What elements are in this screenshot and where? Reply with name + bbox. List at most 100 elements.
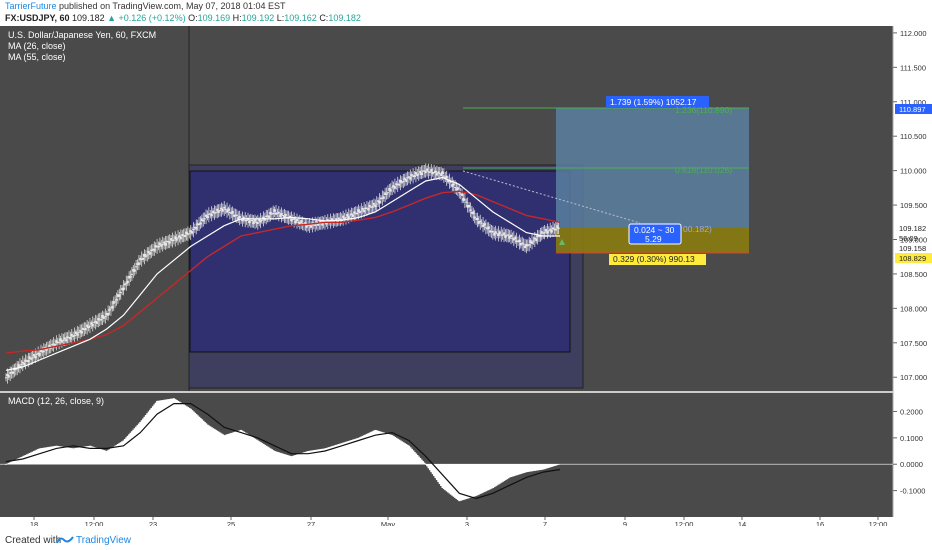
macd-histogram-bar — [316, 449, 320, 465]
macd-tick-label: 0.0000 — [900, 460, 923, 469]
candle-body — [245, 219, 248, 221]
macd-histogram-bar — [392, 436, 395, 465]
macd-histogram-bar — [140, 420, 143, 465]
candle-body — [256, 222, 259, 225]
macd-histogram-bar — [300, 453, 303, 465]
candle-body — [20, 364, 23, 366]
macd-histogram-bar — [272, 450, 275, 465]
macd-histogram-bar — [470, 464, 474, 498]
candle-body — [139, 258, 142, 261]
candle-body — [251, 219, 254, 222]
candle-body — [344, 217, 347, 219]
candle-body — [203, 218, 206, 220]
candle-body — [280, 213, 283, 215]
macd-histogram-bar — [458, 464, 461, 502]
candle-body — [181, 234, 184, 237]
macd-histogram-bar — [491, 464, 495, 488]
candle-body — [456, 187, 459, 190]
macd-histogram-bar — [210, 427, 213, 465]
candle-body — [314, 224, 317, 226]
macd-histogram-bar — [323, 448, 327, 465]
tradingview-brand-link[interactable]: TradingView — [76, 535, 132, 546]
macd-histogram-bar — [114, 445, 117, 465]
candle-body — [531, 241, 534, 244]
candle-body — [413, 175, 416, 177]
candle-body — [542, 232, 545, 234]
stop-box[interactable] — [609, 254, 706, 265]
macd-histogram-bar — [433, 464, 436, 477]
macd-histogram-bar — [354, 438, 357, 465]
chart-canvas[interactable]: 107.000 107.500 108.000 108.500 109.000 109.5… — [0, 26, 932, 526]
author-link[interactable]: TarrierFuture — [5, 1, 57, 11]
candle-body — [126, 280, 129, 284]
candle-body — [557, 227, 560, 230]
macd-histogram-bar — [170, 398, 173, 465]
open-value: 109.169 — [197, 13, 231, 23]
candle-body — [350, 213, 353, 215]
macd-histogram-bar — [122, 440, 125, 465]
macd-histogram-bar — [529, 464, 532, 472]
candle-body — [519, 242, 522, 246]
candle-body — [449, 181, 452, 183]
candle-body — [455, 188, 458, 191]
candle-body — [476, 217, 479, 220]
candle-body — [129, 276, 132, 278]
candle-body — [219, 210, 222, 212]
macd-histogram-bar — [498, 464, 502, 484]
candle-body — [392, 185, 395, 187]
candle-body — [459, 193, 462, 195]
macd-histogram-bar — [163, 399, 166, 465]
macd-histogram-bar — [434, 464, 437, 479]
time-tick-label: 9 — [623, 520, 627, 526]
candle-body — [371, 206, 374, 208]
candle-body — [69, 337, 72, 340]
candle-body — [498, 231, 501, 235]
candle-body — [65, 338, 68, 342]
candle-body — [494, 231, 497, 234]
candle-body — [125, 282, 128, 284]
candle-body — [482, 224, 485, 228]
macd-histogram-bar — [402, 442, 405, 465]
candle-body — [469, 209, 472, 211]
candle-body — [353, 211, 356, 214]
macd-histogram-bar — [332, 445, 335, 465]
candle-body — [202, 219, 205, 222]
price-tick-label: 109.500 — [900, 201, 927, 210]
macd-histogram-bar — [283, 454, 286, 465]
time-axis[interactable] — [0, 517, 932, 526]
candle-body — [216, 208, 219, 212]
ratio-box[interactable] — [628, 223, 682, 245]
macd-histogram-bar — [535, 464, 538, 471]
candle-body — [448, 180, 451, 182]
macd-label: MACD (12, 26, close, 9) — [8, 396, 104, 406]
target-box[interactable] — [606, 96, 709, 108]
candle-body — [128, 275, 131, 279]
macd-histogram-bar — [248, 435, 251, 465]
macd-histogram-bar — [209, 426, 212, 465]
price-tick-label: 108.000 — [900, 304, 927, 313]
macd-histogram-bar — [80, 447, 83, 465]
candle-body — [42, 350, 45, 353]
candle-body — [150, 249, 153, 251]
candle-body — [434, 170, 437, 173]
macd-histogram-bar — [511, 464, 514, 477]
macd-histogram-bar — [203, 422, 206, 465]
macd-histogram-bar — [549, 464, 552, 468]
candle-body — [472, 211, 475, 215]
macd-histogram-bar — [65, 447, 68, 465]
candle-body — [279, 214, 282, 217]
candle-body — [10, 372, 13, 374]
candle-body — [231, 211, 234, 214]
macd-histogram-bar — [101, 449, 104, 465]
candle-body — [325, 221, 328, 225]
candle-body — [200, 218, 203, 222]
candle-body — [424, 170, 427, 174]
candle-body — [507, 234, 510, 236]
macd-histogram-bar — [406, 444, 409, 465]
candle-body — [508, 236, 511, 239]
candle-body — [339, 218, 342, 220]
candle-body — [358, 211, 361, 214]
macd-histogram-bar — [88, 445, 92, 465]
macd-histogram-bar — [461, 464, 464, 501]
macd-histogram-bar — [153, 404, 156, 465]
